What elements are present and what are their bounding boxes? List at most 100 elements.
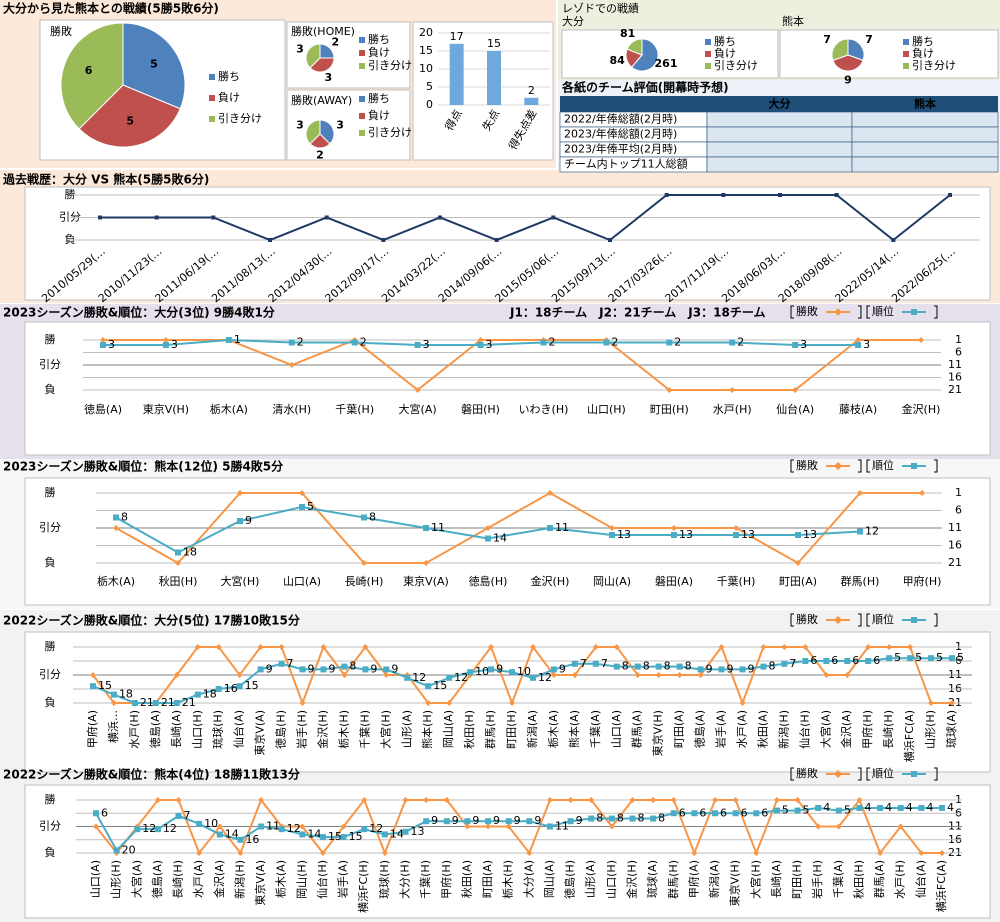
legend-bracket: [866, 305, 870, 319]
rank-marker: [655, 663, 662, 670]
result-marker: [361, 797, 368, 803]
legend-marker: [834, 308, 842, 316]
rank-marker: [320, 666, 327, 673]
series-line: [100, 194, 951, 242]
x-tick-label: 千葉(A): [588, 710, 602, 748]
pie-slice: [305, 119, 321, 145]
legend-bracket: [858, 305, 862, 319]
rank-label: 15: [433, 679, 447, 692]
rank-label: 3: [108, 338, 115, 351]
rank-label: 8: [349, 660, 356, 673]
result-marker: [211, 215, 216, 220]
x-tick-label: 熊本(H): [420, 710, 434, 749]
x-tick-label: 東京V(H): [143, 402, 189, 416]
rank-label: 6: [720, 806, 727, 819]
rank-label: 9: [493, 814, 500, 827]
rank-label: 10: [204, 817, 218, 830]
x-tick-label: 栃木(A): [97, 574, 135, 588]
pie-slice: [831, 38, 849, 61]
rank-marker: [505, 818, 512, 825]
rank-label: 8: [369, 511, 376, 524]
rank-label: 5: [782, 804, 789, 817]
rank-label: 14: [390, 827, 404, 840]
table-row-label: チーム内トップ11人総額: [564, 157, 688, 171]
rank-marker: [361, 514, 367, 521]
pie-label: 2: [332, 36, 340, 49]
x-tick-label: 秋田(H): [851, 860, 865, 899]
rank-marker: [362, 666, 369, 673]
result-marker: [446, 700, 453, 706]
x-tick-label: 町田(A): [481, 860, 494, 898]
x-tick-label: 群馬(H): [483, 710, 497, 749]
pie-label: 3: [324, 71, 332, 84]
rank-label: 8: [596, 812, 603, 825]
result-marker: [729, 387, 736, 393]
rank-marker: [550, 666, 557, 673]
result-marker: [340, 823, 347, 830]
result-marker: [919, 490, 925, 496]
rank-label: 7: [580, 657, 587, 670]
rank-marker: [760, 663, 767, 670]
rank-marker: [175, 812, 182, 819]
rank-label: 11: [431, 521, 445, 534]
x-tick-label: 金沢(H): [902, 402, 941, 416]
legend-swatch: [359, 50, 365, 56]
legend-bracket: [866, 459, 870, 473]
rank-label: 9: [328, 662, 335, 675]
table-cell: [851, 141, 999, 158]
box: [779, 29, 999, 79]
box: [24, 631, 991, 773]
rank-label: 15: [328, 830, 342, 843]
result-marker: [361, 560, 367, 566]
table-cell: [706, 156, 853, 173]
legend-bracket: [790, 459, 794, 473]
x-tick-label: 岩手(A): [714, 710, 728, 748]
result-marker: [505, 823, 512, 830]
rank-label: 4: [906, 801, 913, 814]
result-marker: [299, 823, 306, 830]
result-marker: [93, 823, 99, 830]
rank-label: 9: [472, 814, 479, 827]
rank-label: 12: [287, 822, 301, 835]
legend-swatch: [903, 51, 909, 57]
pie-label: 3: [336, 119, 344, 132]
result-marker: [671, 525, 677, 531]
box: [24, 477, 991, 606]
result-marker: [237, 490, 243, 496]
x-tick-label: 金沢(A): [212, 860, 226, 898]
result-marker: [834, 193, 839, 197]
rank-marker: [718, 666, 725, 673]
pie-label: 9: [844, 74, 852, 87]
x-tick-label: 長崎(A): [769, 860, 783, 898]
result-marker: [257, 644, 264, 650]
result-marker: [216, 823, 223, 830]
rank-marker: [477, 342, 484, 348]
x-tick-label: 琉球(H): [211, 710, 225, 749]
rank-label: 14: [225, 827, 239, 840]
x-tick-label: 東京V(H): [651, 710, 665, 756]
rank-label: 12: [412, 671, 426, 684]
result-marker: [215, 644, 222, 650]
rank-label: 3: [863, 338, 870, 351]
rank-marker: [237, 518, 243, 524]
result-marker: [691, 850, 698, 856]
result-marker: [402, 797, 409, 803]
x-tick-label: 徳島(A): [693, 710, 707, 748]
result-marker: [781, 644, 788, 650]
x-tick-label: 栃木(H): [336, 710, 350, 749]
x-tick-label: 山形(A): [584, 860, 597, 898]
x-tick-label: 岩手(A): [336, 860, 350, 898]
rank-label: 21: [182, 696, 196, 709]
x-tick-label: 山口(A): [89, 860, 102, 898]
box: [24, 186, 991, 301]
rank-marker: [588, 815, 595, 822]
x-tick-label: 仙台(H): [315, 860, 329, 899]
rank-marker: [529, 674, 536, 681]
series-line: [95, 806, 942, 853]
result-marker: [592, 644, 599, 650]
legend-label: 引き分け: [368, 125, 412, 139]
y2-tick-label: 16: [948, 371, 962, 384]
rank-label: 12: [163, 822, 177, 835]
result-marker: [414, 387, 421, 393]
rank-label: 4: [926, 801, 933, 814]
